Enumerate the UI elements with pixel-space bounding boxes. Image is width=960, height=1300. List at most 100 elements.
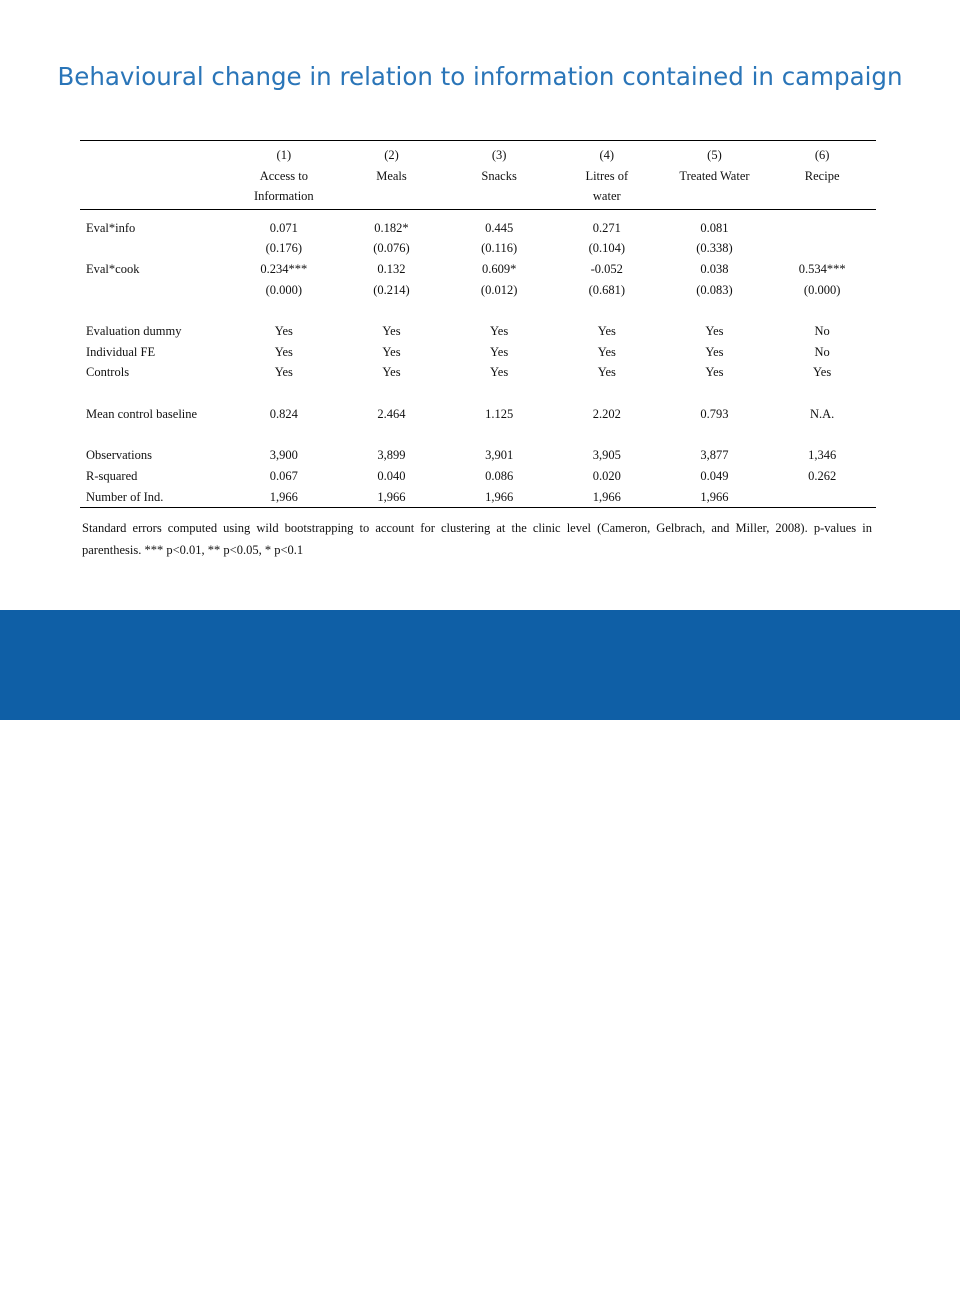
- table-cell: 0.067: [269, 468, 298, 483]
- column-header-line: Snacks: [481, 168, 517, 183]
- table-cell: (0.116): [481, 241, 518, 256]
- column-number: (1): [230, 140, 338, 166]
- table-cell: (0.000): [265, 282, 303, 297]
- column-number: (6): [768, 140, 876, 166]
- column-header-line: Meals: [376, 168, 407, 183]
- table-cell: Yes: [597, 344, 616, 359]
- table-cell: Yes: [705, 324, 724, 338]
- table-cell: 1.125: [485, 406, 514, 421]
- university-branding: Trinity College Dublin Coláiste na Tríon…: [146, 1244, 323, 1296]
- row-label: Mean control baseline: [86, 406, 198, 421]
- table-cell: Yes: [274, 344, 293, 359]
- table-cell: Yes: [705, 365, 724, 380]
- table-row: (0.000) (0.214) (0.012) (0.681) (0.083) …: [80, 280, 876, 301]
- column-header: Snacks: [445, 165, 553, 210]
- table-cell: Yes: [382, 324, 401, 338]
- table-row: Eval*info 0.071 0.182* 0.445 0.271 0.081: [80, 209, 876, 238]
- table-cell: (0.176): [265, 241, 303, 256]
- table-cell: (0.083): [696, 282, 733, 297]
- table-cell: 2.202: [592, 406, 621, 421]
- column-header: Recipe: [768, 165, 876, 210]
- column-header-line: Litres of: [585, 168, 629, 183]
- table-cell: 0.081: [700, 220, 729, 235]
- table-cell: 3,899: [377, 448, 406, 463]
- table-spacer-row: [80, 300, 876, 321]
- table-cell: [768, 486, 876, 509]
- column-number: (2): [337, 140, 446, 166]
- table-cell: 0.049: [700, 468, 729, 483]
- header-row-names: Access to Information Meals Snacks Litre…: [80, 165, 876, 210]
- column-header-line: Recipe: [804, 168, 840, 183]
- table-row: (0.176) (0.076) (0.116) (0.104) (0.338): [80, 238, 876, 259]
- row-label: Controls: [86, 365, 130, 380]
- table-cell: 0.038: [700, 261, 729, 276]
- table-footnote: Standard errors computed using wild boot…: [82, 521, 872, 557]
- row-label: [80, 238, 230, 259]
- row-label: Eval*info: [86, 220, 136, 235]
- table-cell: 0.534***: [798, 261, 846, 276]
- table-cell: [768, 238, 876, 259]
- table-cell: No: [814, 344, 830, 359]
- table-cell: (0.338): [696, 241, 733, 256]
- table-cell: (0.012): [480, 282, 518, 297]
- table-cell: N.A.: [809, 406, 835, 421]
- column-header: Access to Information: [230, 165, 338, 210]
- table-cell: Yes: [705, 344, 724, 359]
- table-cell: Yes: [597, 324, 616, 338]
- table-cell: 1,966: [445, 486, 553, 509]
- table-cell: Yes: [490, 324, 509, 338]
- table-row: Mean control baseline 0.824 2.464 1.125 …: [80, 404, 876, 425]
- slide-title: Behavioural change in relation to inform…: [57, 62, 903, 91]
- university-irish-name: Coláiste na Tríonóide, Baile Átha Cliath: [146, 1266, 323, 1277]
- row-label: Number of Ind.: [80, 486, 230, 509]
- table-cell: Yes: [382, 344, 401, 359]
- row-label: R-squared: [86, 468, 138, 483]
- header-corner: [80, 165, 230, 210]
- table-cell: 3,905: [592, 448, 621, 463]
- table-cell: (0.681): [588, 282, 626, 297]
- table-row: Number of Ind. 1,966 1,966 1,966 1,966 1…: [80, 486, 876, 509]
- table-cell: 0.234***: [260, 261, 308, 276]
- table-row: Eval*cook 0.234*** 0.132 0.609* -0.052 0…: [80, 259, 876, 280]
- table-cell: Yes: [813, 365, 832, 380]
- column-header-line: Access to: [259, 168, 308, 183]
- row-label: Observations: [86, 448, 152, 463]
- table-cell: (0.076): [373, 241, 410, 256]
- table-spacer-row: [80, 383, 876, 404]
- table-cell: 2.464: [377, 406, 406, 421]
- table-cell: 0.071: [269, 220, 298, 235]
- table-cell: 0.793: [700, 406, 729, 421]
- table-cell: Yes: [382, 365, 401, 380]
- table-cell: Yes: [274, 324, 293, 338]
- table-cell: 0.020: [592, 468, 621, 483]
- table-cell: Yes: [490, 365, 509, 380]
- table-cell: (0.104): [588, 241, 626, 256]
- regression-table-container: (1) (2) (3) (4) (5) (6) Access to Inform…: [80, 140, 876, 509]
- table-cell: Yes: [490, 344, 509, 359]
- table-cell: 1,966: [230, 486, 338, 509]
- column-number: (5): [660, 140, 769, 166]
- table-cell: 0.086: [485, 468, 514, 483]
- table-cell: No: [814, 324, 830, 338]
- column-header-line: Information: [253, 189, 314, 203]
- table-cell: 0.609*: [481, 261, 517, 276]
- table-spacer-row: [80, 425, 876, 446]
- table-cell: 0.040: [377, 468, 406, 483]
- table-row: R-squared 0.067 0.040 0.086 0.020 0.049 …: [80, 466, 876, 487]
- footer-band: Trinity College Dublin Coláiste na Tríon…: [0, 610, 960, 1299]
- table-cell: 1,966: [660, 486, 769, 509]
- row-label: [80, 280, 230, 301]
- table-row: Evaluation dummy Yes Yes Yes Yes Yes No: [80, 321, 876, 342]
- table-row: Individual FE Yes Yes Yes Yes Yes No: [80, 342, 876, 363]
- table-cell: 0.824: [269, 406, 298, 421]
- table-cell: Yes: [274, 365, 293, 380]
- column-header-line: water: [592, 189, 621, 203]
- table-cell: -0.052: [590, 261, 623, 276]
- university-subtitle: The University of Dublin: [146, 1282, 247, 1293]
- column-number: (3): [445, 140, 553, 166]
- table-cell: 3,900: [269, 448, 298, 463]
- table-cell: 0.182*: [374, 220, 409, 235]
- trinity-crest-icon: [91, 1244, 131, 1299]
- table-cell: 0.262: [808, 468, 837, 483]
- row-label: Evaluation dummy: [86, 324, 182, 338]
